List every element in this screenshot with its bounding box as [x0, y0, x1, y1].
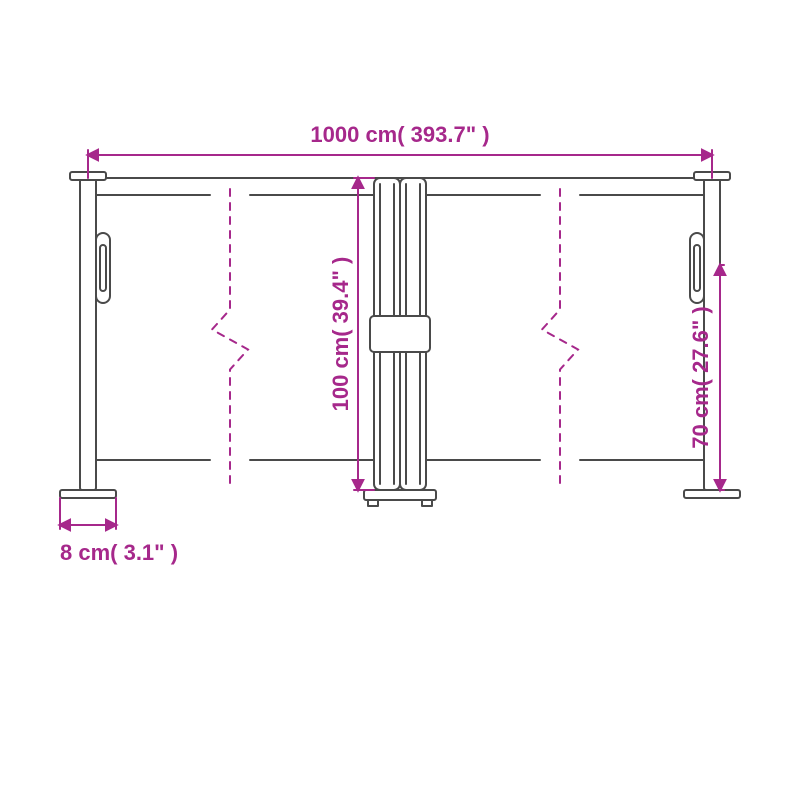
right-height-label: 70 cm( 27.6" ) [688, 306, 713, 449]
total_width-label: 1000 cm( 393.7" ) [310, 122, 489, 147]
base_width-label: 8 cm( 3.1" ) [60, 540, 178, 565]
center-height-label: 100 cm( 39.4" ) [328, 257, 353, 412]
